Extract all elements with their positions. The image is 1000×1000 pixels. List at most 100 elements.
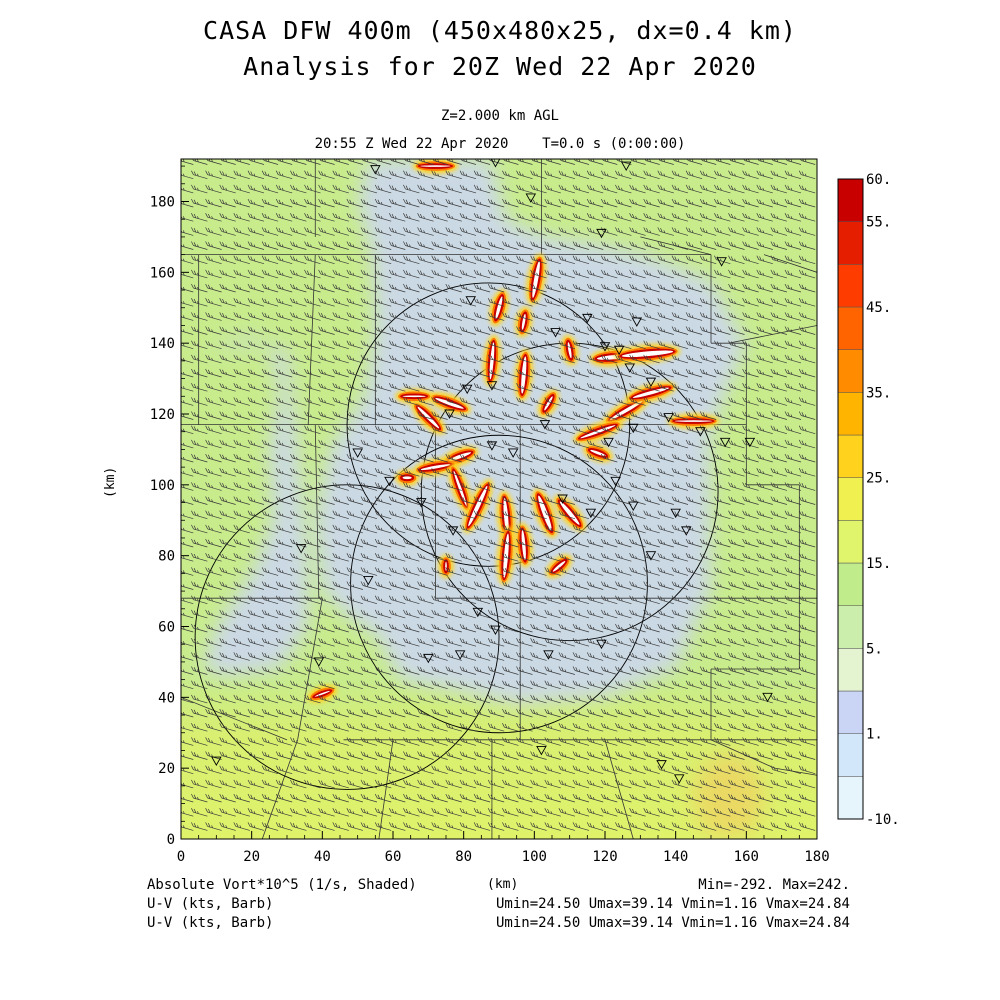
y-tick-label: 120 [150, 407, 175, 423]
y-axis: 0 20 40 60 80 100 120 140 160 180 [150, 165, 189, 848]
colorbar-label: 60. [866, 172, 891, 188]
station-marker [663, 413, 674, 423]
x-tick-label: 40 [314, 849, 331, 865]
colorbar-swatch [837, 434, 864, 478]
vorticity-streak [411, 400, 446, 435]
vorticity-streak [545, 554, 573, 579]
y-tick-label: 0 [167, 832, 175, 848]
station-marker [536, 746, 547, 756]
colorbar-swatch [837, 221, 864, 265]
station-marker [645, 551, 657, 561]
station-marker [599, 342, 611, 352]
station-marker [762, 692, 773, 703]
vorticity-streak [489, 289, 509, 327]
station-marker [680, 526, 692, 536]
y-tick-label: 40 [158, 690, 175, 706]
colorbar-frame [837, 178, 864, 820]
field-min-max: Min=-292. Max=242. [698, 877, 850, 893]
station-marker [454, 650, 466, 660]
wind-barbs [181, 159, 816, 831]
vorticity-streak [462, 478, 493, 534]
vorticity-streak [412, 159, 459, 174]
colorbar-label: 45. [866, 300, 891, 316]
station-marker [352, 448, 363, 458]
barb-range-2: Umin=24.50 Umax=39.14 Vmin=1.16 Vmax=24.… [495, 915, 850, 931]
station-marker [465, 296, 477, 306]
county-line [378, 739, 394, 839]
station-marker [596, 228, 607, 239]
y-axis-label: (km) [103, 466, 118, 498]
vorticity-streak [395, 388, 434, 405]
x-tick-label: 60 [385, 849, 402, 865]
warm-region [693, 754, 765, 839]
colorbar: 60. 55. 45. 35. 25. 15. 5. 1. -10. [837, 172, 900, 828]
x-axis-label: (km) [487, 877, 519, 892]
x-tick-label: 160 [734, 849, 759, 865]
x-tick-label: 0 [177, 849, 185, 865]
station-marker [719, 437, 731, 448]
y-tick-label: 160 [150, 265, 175, 281]
x-tick-label: 140 [663, 849, 688, 865]
x-tick-label: 80 [455, 849, 472, 865]
station-marker [313, 657, 325, 667]
station-marker [627, 501, 639, 512]
y-tick-label: 60 [158, 620, 175, 636]
station-marker [525, 193, 537, 203]
colorbar-swatch [837, 392, 864, 436]
colorbar-label: 1. [866, 727, 883, 743]
station-marker [603, 437, 614, 448]
county-line [181, 696, 288, 741]
colorbar-label: 55. [866, 215, 891, 231]
station-marker [631, 317, 643, 327]
station-marker [557, 494, 568, 504]
vorticity-streak [514, 522, 533, 568]
vorticity-streaks [307, 159, 720, 703]
station-marker [673, 774, 685, 784]
station-marker [415, 498, 427, 508]
station-marker [645, 377, 657, 388]
station-marker [490, 159, 501, 168]
wind-barb-field [181, 159, 816, 831]
station-marker [490, 625, 501, 635]
x-axis: 0 20 40 60 80 100 120 140 160 180 [177, 831, 830, 865]
colorbar-swatch [837, 520, 864, 564]
county-line [774, 767, 817, 776]
barb-range-1: Umin=24.50 Umax=39.14 Vmin=1.16 Vmax=24.… [495, 896, 850, 912]
vorticity-streak [573, 419, 623, 444]
low-vorticity-region [202, 336, 309, 677]
station-marker [744, 437, 756, 448]
x-tick-label: 100 [522, 849, 547, 865]
chart-subtitle: Analysis for 20Z Wed 22 Apr 2020 [243, 52, 757, 81]
vorticity-streak [667, 413, 720, 429]
station-marker [550, 328, 561, 338]
station-marker [716, 257, 727, 267]
station-marker [543, 650, 554, 660]
station-marker [362, 576, 374, 586]
field-legend-shaded: Absolute Vort*10^5 (1/s, Shaded) [147, 877, 417, 893]
y-tick-label: 80 [158, 549, 175, 565]
colorbar-label: 25. [866, 471, 891, 487]
station-markers [211, 159, 773, 784]
radar-ring [194, 484, 500, 790]
station-marker [211, 756, 222, 767]
chart-title: CASA DFW 400m (450x480x25, dx=0.4 km) [203, 16, 797, 45]
x-tick-label: 180 [804, 849, 829, 865]
station-marker [295, 544, 307, 554]
station-marker [486, 441, 498, 451]
colorbar-label: 35. [866, 385, 891, 401]
county-line [297, 598, 323, 740]
colorbar-label: -10. [866, 812, 900, 828]
y-tick-label: 180 [150, 195, 175, 211]
station-marker [507, 448, 519, 458]
colorbar-swatch [837, 178, 864, 222]
station-marker [656, 760, 667, 770]
radar-ring [346, 282, 631, 567]
county-line [314, 424, 320, 599]
colorbar-swatch [837, 477, 864, 521]
station-marker [472, 607, 484, 618]
vorticity-streak [307, 684, 338, 703]
vorticity-streak [428, 391, 472, 415]
station-marker [627, 423, 639, 434]
station-marker [423, 653, 434, 664]
